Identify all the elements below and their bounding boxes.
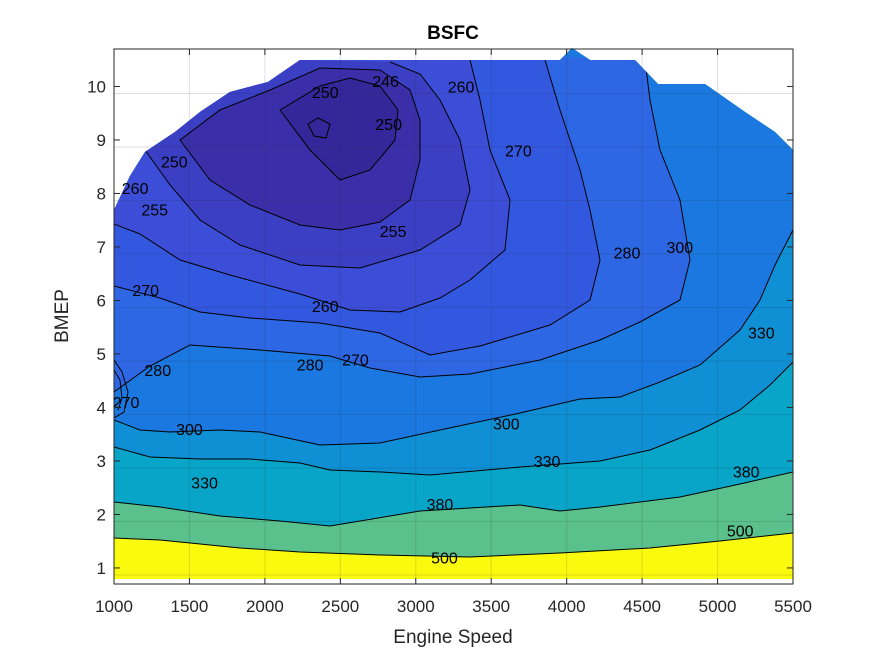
y-tick-labels: 1 2 3 4 5 6 7 8 9 10 [87, 77, 106, 578]
x-tick-label: 5500 [774, 597, 812, 616]
x-tick-label: 1500 [171, 597, 209, 616]
contour-label-300: 300 [176, 422, 203, 439]
contour-label-270: 270 [505, 144, 532, 161]
y-tick-label: 8 [97, 184, 106, 203]
contour-line-270 [114, 59, 601, 356]
chart-title: BSFC [427, 23, 479, 44]
contour-label-300: 300 [493, 417, 520, 434]
contour-left-pinch-2 [114, 369, 123, 411]
contour-left-pinch-1 [114, 359, 129, 419]
contour-label-300: 300 [666, 240, 693, 257]
contour-label-260: 260 [122, 181, 149, 198]
x-tick-label: 3500 [472, 597, 510, 616]
contour-label-330: 330 [748, 326, 775, 343]
contour-label-260: 260 [312, 299, 339, 316]
contour-label-280: 280 [144, 363, 171, 380]
contour-line-380 [114, 471, 793, 527]
contour-label-250: 250 [312, 85, 339, 102]
contour-label-500: 500 [727, 524, 754, 541]
grid-lines [114, 49, 793, 584]
contour-fills [114, 48, 793, 579]
contour-label-270: 270 [113, 395, 140, 412]
contour-label-270: 270 [132, 283, 159, 300]
contour-label-255: 255 [141, 203, 168, 220]
y-tick-label: 7 [97, 238, 106, 257]
contour-label-500: 500 [431, 550, 458, 567]
contour-label-330: 330 [191, 475, 218, 492]
y-axis-label: BMEP [52, 289, 73, 343]
y-tick-label: 1 [97, 559, 106, 578]
contour-line-330 [114, 361, 793, 476]
x-tick-label: 4500 [623, 597, 661, 616]
contour-label-250: 250 [161, 154, 188, 171]
y-tick-label: 9 [97, 131, 106, 150]
contour-line-280 [114, 59, 691, 393]
x-tick-label: 4000 [548, 597, 586, 616]
contour-island [307, 117, 331, 139]
axis-ticks [113, 49, 794, 584]
x-tick-label: 3000 [397, 597, 435, 616]
band-min [280, 78, 398, 180]
x-tick-label: 1000 [95, 597, 133, 616]
contour-line-246 [279, 77, 399, 181]
contour-label-260: 260 [448, 79, 475, 96]
contour-label-380: 380 [427, 497, 454, 514]
contour-line-260 [114, 59, 511, 313]
y-tick-label: 4 [97, 398, 106, 417]
y-tick-label: 6 [97, 291, 106, 310]
x-tick-label: 2000 [246, 597, 284, 616]
x-tick-label: 2500 [321, 597, 359, 616]
x-tick-labels: 1000 1500 2000 2500 3000 3500 4000 4500 5000 5500 [95, 597, 812, 616]
y-tick-label: 10 [87, 77, 106, 96]
contour-line-250 [179, 67, 421, 231]
contour-line-255 [144, 61, 471, 269]
contour-lines [114, 59, 793, 558]
contour-label-246: 246 [372, 74, 399, 91]
y-tick-label: 2 [97, 505, 106, 524]
contour-label-380: 380 [733, 465, 760, 482]
y-tick-label: 3 [97, 452, 106, 471]
contour-label-255: 255 [380, 224, 407, 241]
contour-label-330: 330 [534, 454, 561, 471]
y-tick-label: 5 [97, 345, 106, 364]
contour-label-250: 250 [375, 117, 402, 134]
contour-label-270: 270 [342, 352, 369, 369]
contour-label-280: 280 [297, 358, 324, 375]
x-tick-label: 5000 [699, 597, 737, 616]
axes-frame [113, 48, 794, 585]
contour-label-280: 280 [614, 245, 641, 262]
contour-line-500 [114, 532, 793, 558]
contour-line-300 [114, 229, 793, 446]
x-axis-label: Engine Speed [393, 627, 512, 648]
